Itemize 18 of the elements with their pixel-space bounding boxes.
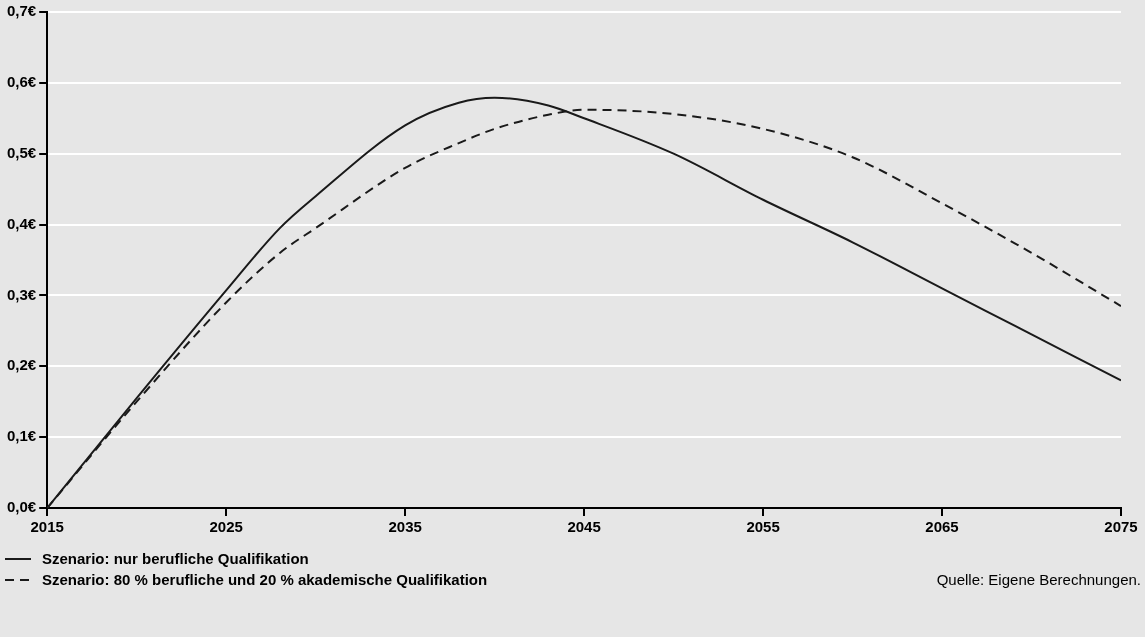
source-note: Quelle: Eigene Berechnungen.: [936, 571, 1141, 588]
y-tick-label: 0,1€: [6, 427, 37, 445]
y-tick-label: 0,5€: [6, 143, 37, 161]
x-tick-label: 2075: [1104, 518, 1138, 536]
x-tick-label: 2055: [746, 518, 780, 536]
legend-label: Szenario: 80 % berufliche und 20 % akademische Qualifikation: [42, 571, 488, 588]
y-tick-label: 0,4€: [6, 214, 37, 232]
y-tick-label: 0,0€: [6, 498, 37, 516]
y-tick-label: 0,2€: [6, 356, 37, 374]
x-tick-label: 2035: [388, 518, 422, 536]
x-tick-label: 2015: [30, 518, 64, 536]
x-tick-label: 2025: [209, 518, 243, 536]
legend-label: Szenario: nur berufliche Qualifikation: [42, 550, 309, 567]
y-tick-label: 0,6€: [6, 73, 37, 90]
y-tick-label: 0,3€: [6, 285, 37, 303]
x-tick-label: 2045: [567, 518, 601, 536]
x-tick-label: 2065: [925, 518, 959, 536]
y-tick-label: 0,7€: [6, 2, 37, 20]
